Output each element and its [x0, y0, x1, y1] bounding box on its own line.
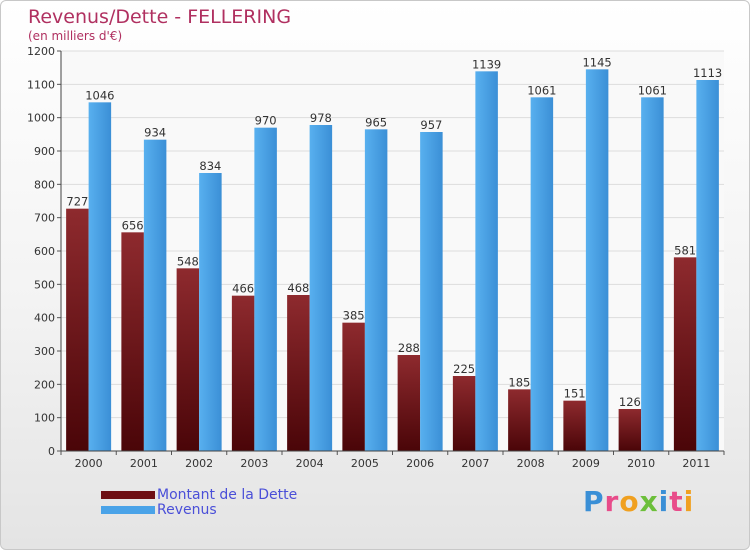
debt-bar	[342, 322, 365, 451]
x-tick-label: 2009	[572, 457, 600, 470]
data-label: 656	[122, 218, 144, 232]
revenue-bar	[420, 132, 443, 451]
data-label: 970	[255, 114, 277, 128]
y-tick-label: 500	[34, 278, 55, 291]
grid	[61, 50, 724, 452]
revenue-bar	[143, 139, 167, 451]
x-tick-label: 2008	[517, 457, 545, 470]
legend-item-revenus: Revenus	[101, 502, 217, 518]
y-tick-label: 200	[34, 378, 55, 391]
data-label: 727	[66, 195, 88, 209]
revenue-bar	[641, 97, 664, 451]
data-label: 1139	[472, 57, 501, 71]
y-tick-label: 900	[34, 145, 55, 158]
legend-label-revenus: Revenus	[157, 502, 217, 518]
x-tick-label: 2007	[461, 457, 489, 470]
y-tick-label: 1000	[27, 112, 55, 125]
y-tick-label: 700	[34, 212, 55, 225]
data-label: 1113	[693, 66, 722, 80]
x-tick-label: 2001	[130, 457, 158, 470]
debt-bar	[563, 400, 586, 451]
x-tick-label: 2011	[682, 457, 710, 470]
logo-letter: t	[669, 485, 684, 518]
data-label: 965	[365, 115, 387, 129]
proxiti-logo: Proxiti	[583, 485, 694, 518]
bars: 727 1046 656 934 548 834 466 970 468 978 385 965 288…	[66, 55, 722, 452]
debt-bar	[66, 208, 89, 451]
y-tick-label: 1100	[27, 78, 55, 91]
revenue-bar	[364, 129, 388, 452]
debt-bar	[673, 257, 697, 451]
legend-item-dette: Montant de la Dette	[101, 487, 297, 503]
data-label: 185	[508, 375, 530, 389]
revenue-bar	[585, 69, 609, 451]
debt-bar	[231, 295, 255, 451]
data-label: 126	[619, 395, 641, 409]
debt-bar	[618, 409, 642, 451]
y-tick-label: 800	[34, 178, 55, 191]
logo-letter: r	[604, 485, 620, 518]
data-label: 834	[199, 159, 221, 173]
x-tick-label: 2006	[406, 457, 434, 470]
data-label: 1046	[85, 88, 114, 102]
x-tick-label: 2002	[185, 457, 213, 470]
data-label: 978	[310, 111, 332, 125]
logo-letter: P	[583, 485, 605, 518]
legend-swatch-revenus	[101, 506, 155, 514]
data-label: 957	[420, 118, 442, 132]
data-label: 225	[453, 362, 475, 376]
chart-title: Revenus/Dette - FELLERING	[28, 6, 292, 28]
data-label: 548	[177, 254, 199, 268]
debt-bar	[508, 389, 531, 451]
y-tick-label: 300	[34, 345, 55, 358]
chart-subtitle: (en milliers d'€)	[28, 29, 123, 43]
revenue-bar	[199, 173, 222, 451]
data-label: 151	[564, 387, 586, 401]
x-tick-label: 2000	[75, 457, 103, 470]
x-tick-label: 2004	[296, 457, 324, 470]
y-tick-label: 1200	[27, 45, 55, 58]
data-label: 934	[144, 126, 166, 140]
logo-letter: i	[658, 485, 670, 518]
debt-bar	[176, 268, 200, 451]
revenue-bar	[696, 80, 719, 451]
y-tick-label: 0	[48, 445, 55, 458]
revenue-bar	[88, 102, 112, 451]
revenue-bar	[254, 127, 277, 452]
y-tick-label: 100	[34, 412, 55, 425]
x-tick-label: 2010	[627, 457, 655, 470]
y-tick-label: 400	[34, 312, 55, 325]
legend-label-dette: Montant de la Dette	[157, 487, 298, 503]
data-label: 581	[674, 243, 696, 257]
debt-bar	[452, 376, 476, 451]
x-tick-label: 2003	[240, 457, 268, 470]
logo-letter: x	[639, 485, 659, 518]
logo-letter: i	[683, 485, 695, 518]
data-label: 468	[287, 281, 309, 295]
x-tick-label: 2005	[351, 457, 379, 470]
revenue-bar	[530, 97, 554, 451]
debt-bar	[397, 355, 421, 451]
data-label: 385	[343, 309, 365, 323]
axes: 0 100 200 300 400 500 600 700 800 900 1000 1100 1200…	[27, 45, 725, 470]
revenue-bar	[309, 125, 333, 451]
logo-letter: o	[619, 485, 640, 518]
debt-bar	[287, 295, 310, 451]
data-label: 288	[398, 341, 420, 355]
data-label: 1061	[638, 83, 667, 97]
y-tick-label: 600	[34, 245, 55, 258]
data-label: 1145	[582, 55, 611, 69]
legend-swatch-dette	[101, 491, 155, 499]
data-label: 1061	[527, 83, 556, 97]
revenue-bar	[475, 71, 498, 451]
data-label: 466	[232, 282, 254, 296]
debt-bar	[121, 232, 144, 451]
